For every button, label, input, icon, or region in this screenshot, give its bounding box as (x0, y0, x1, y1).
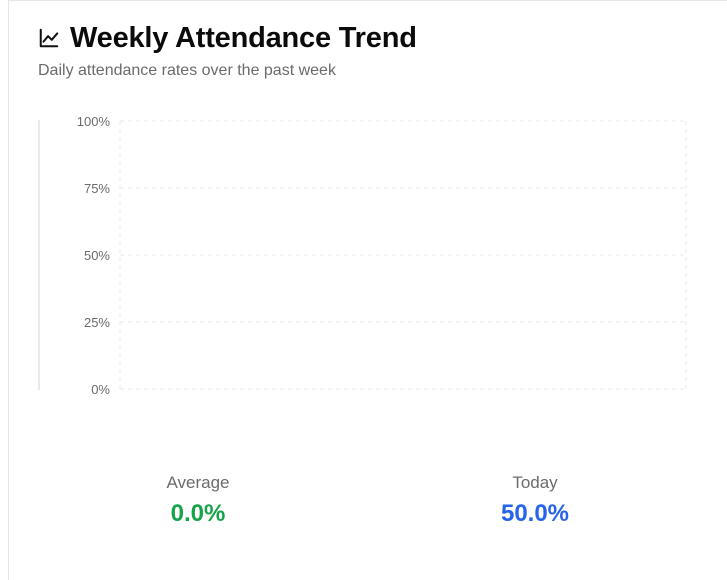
average-stat: Average 0.0% (118, 472, 278, 528)
y-tick-labels: 100% 75% 50% 25% 0% (77, 114, 111, 397)
line-chart-icon (39, 28, 59, 48)
stats-row: Average 0.0% Today 50.0% (0, 472, 727, 542)
page-title: Weekly Attendance Trend (70, 22, 417, 54)
card-header: Weekly Attendance Trend Daily attendance… (38, 20, 417, 80)
y-tick-label: 50% (84, 248, 110, 263)
attendance-card (8, 0, 727, 580)
y-tick-label: 25% (84, 315, 110, 330)
today-value: 50.0% (500, 500, 570, 527)
y-tick-label: 100% (77, 114, 111, 129)
chart-grid (119, 120, 687, 390)
y-tick-label: 75% (84, 181, 110, 196)
average-label: Average (166, 473, 230, 492)
average-value: 0.0% (170, 500, 226, 527)
page-subtitle: Daily attendance rates over the past wee… (38, 62, 336, 79)
attendance-chart: 100% 75% 50% 25% 0% (38, 114, 687, 397)
today-label: Today (512, 473, 558, 492)
today-stat: Today 50.0% (455, 472, 615, 528)
y-tick-label: 0% (91, 382, 110, 397)
title-row: Weekly Attendance Trend (38, 20, 417, 56)
